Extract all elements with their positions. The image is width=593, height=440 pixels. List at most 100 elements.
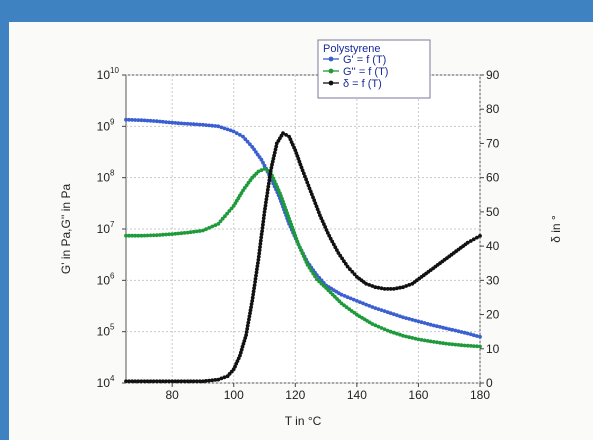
data-point — [352, 310, 357, 315]
legend: Polystyrene G' = f (T)G'' = f (T)δ = f (… — [317, 39, 431, 99]
data-point — [475, 235, 479, 240]
data-point — [395, 286, 399, 291]
data-point — [201, 228, 205, 233]
data-point — [441, 325, 445, 330]
data-point — [468, 332, 473, 337]
data-point — [314, 204, 319, 209]
data-point — [459, 343, 464, 348]
data-point — [238, 350, 243, 355]
data-point — [265, 168, 270, 173]
data-point — [352, 272, 357, 277]
y-right-tick-label: 40 — [486, 239, 500, 253]
data-point — [419, 338, 424, 342]
data-point — [261, 219, 266, 224]
data-point — [139, 118, 144, 123]
y-right-tick-label: 90 — [486, 68, 500, 82]
data-point — [422, 321, 427, 325]
data-point — [385, 310, 390, 315]
data-point — [373, 306, 378, 310]
data-point — [311, 195, 315, 200]
data-point — [247, 314, 252, 319]
data-point — [342, 259, 346, 264]
data-point — [254, 273, 258, 278]
data-point — [124, 117, 128, 122]
data-point — [133, 379, 138, 384]
data-point — [435, 340, 439, 345]
data-point — [395, 331, 399, 336]
data-point — [358, 300, 362, 304]
data-point — [456, 329, 461, 334]
series-layer — [124, 117, 482, 384]
data-point — [431, 340, 436, 344]
data-point — [201, 122, 205, 127]
data-point — [145, 379, 150, 384]
x-tick-label: 160 — [408, 388, 428, 402]
data-point — [404, 334, 408, 339]
data-point — [441, 341, 445, 346]
data-point — [170, 232, 175, 237]
data-point — [161, 232, 165, 237]
data-point — [194, 229, 199, 234]
y-left-tick-label: 10 — [97, 376, 111, 390]
data-point — [167, 232, 172, 237]
data-point — [283, 205, 287, 210]
data-point — [220, 216, 225, 221]
data-point — [431, 323, 436, 328]
data-point — [428, 339, 433, 344]
data-point — [173, 231, 178, 236]
data-point — [373, 285, 378, 290]
data-point — [407, 283, 412, 287]
data-point — [410, 317, 415, 322]
data-point — [398, 332, 402, 337]
data-point — [227, 209, 232, 213]
data-point — [264, 200, 268, 205]
y-right-tick-label: 80 — [486, 102, 500, 116]
data-point — [300, 251, 305, 256]
data-point — [262, 163, 267, 168]
data-point — [207, 226, 212, 230]
data-point — [404, 316, 408, 320]
data-point — [273, 147, 278, 152]
data-point — [210, 224, 215, 229]
data-point — [272, 150, 277, 155]
data-point — [471, 237, 476, 242]
data-point — [376, 324, 381, 329]
data-point — [257, 248, 262, 253]
data-point — [145, 233, 150, 238]
data-point — [315, 207, 320, 212]
data-point — [254, 270, 259, 275]
data-point — [330, 239, 335, 244]
y-left-tick-label: 10 — [97, 119, 111, 133]
data-point — [289, 222, 294, 227]
data-point — [364, 302, 368, 307]
data-point — [262, 210, 267, 214]
data-point — [245, 323, 250, 328]
y-right-tick-label: 50 — [486, 205, 500, 219]
x-tick-label: 80 — [165, 388, 179, 402]
data-point — [142, 118, 147, 123]
data-point — [276, 188, 281, 193]
data-point — [435, 324, 439, 329]
data-point — [245, 327, 250, 331]
data-point — [173, 121, 178, 125]
data-point — [410, 336, 415, 340]
data-point — [478, 334, 482, 339]
data-point — [367, 303, 372, 308]
data-point — [325, 231, 330, 235]
data-point — [210, 123, 215, 128]
data-point — [340, 256, 344, 261]
data-point — [444, 326, 448, 331]
data-point — [241, 342, 246, 346]
data-point — [239, 347, 244, 352]
data-point — [170, 120, 175, 125]
legend-label: G'' = f (T) — [343, 66, 388, 78]
data-point — [327, 233, 332, 238]
data-point — [303, 257, 307, 261]
data-point — [148, 118, 153, 123]
data-point — [263, 203, 268, 208]
data-point — [164, 232, 168, 237]
data-point — [379, 308, 384, 312]
data-point — [342, 294, 347, 298]
data-point — [348, 267, 352, 272]
data-point — [204, 379, 208, 383]
